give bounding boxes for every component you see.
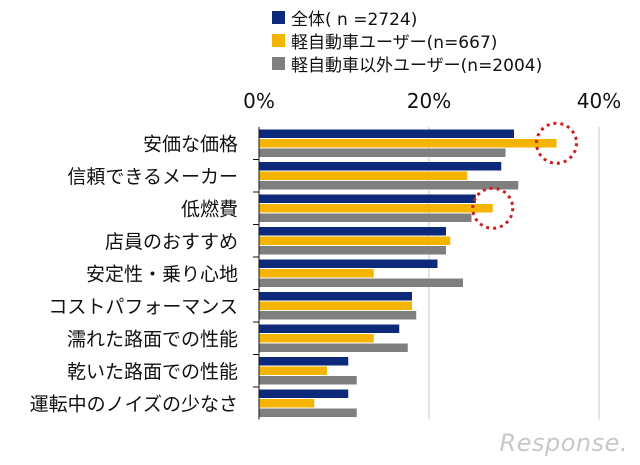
category-label: 濡れた路面での性能 bbox=[67, 328, 238, 350]
legend-swatch-kei bbox=[272, 34, 285, 47]
bar-2-3 bbox=[259, 246, 446, 255]
legend-label-non-kei: 軽自動車以外ユーザー(n=2004) bbox=[291, 56, 543, 76]
legend: 全体( n =2724) 軽自動車ユーザー(n=667) 軽自動車以外ユーザー(… bbox=[272, 6, 543, 76]
legend-swatch-all bbox=[272, 11, 285, 24]
category-label: 低燃費 bbox=[181, 198, 238, 220]
bar-1-8 bbox=[259, 399, 315, 408]
bar-2-0 bbox=[259, 148, 506, 157]
bar-0-1 bbox=[259, 162, 502, 171]
bar-2-1 bbox=[259, 181, 519, 190]
bar-2-7 bbox=[259, 376, 357, 385]
bar-1-0 bbox=[259, 139, 557, 148]
category-label: 運転中のノイズの少なさ bbox=[30, 393, 238, 415]
x-tick-label: 40% bbox=[577, 89, 621, 113]
legend-label-all: 全体( n =2724) bbox=[291, 10, 418, 30]
category-label: 店員のおすすめ bbox=[105, 231, 238, 253]
legend-label-kei: 軽自動車ユーザー(n=667) bbox=[291, 33, 498, 53]
category-label: 乾いた路面での性能 bbox=[67, 361, 238, 383]
bar-2-8 bbox=[259, 408, 357, 417]
watermark: Response. bbox=[499, 429, 628, 457]
bar-0-3 bbox=[259, 227, 446, 236]
bar-1-1 bbox=[259, 171, 468, 180]
legend-item-non-kei: 軽自動車以外ユーザー(n=2004) bbox=[272, 52, 543, 76]
bar-2-4 bbox=[259, 278, 463, 287]
bar-1-3 bbox=[259, 236, 451, 245]
bar-0-5 bbox=[259, 292, 412, 301]
legend-item-all: 全体( n =2724) bbox=[272, 6, 542, 30]
category-label: 安定性・乗り心地 bbox=[86, 263, 238, 285]
x-tick-label: 20% bbox=[407, 89, 451, 113]
legend-item-kei: 軽自動車ユーザー(n=667) bbox=[272, 29, 542, 53]
bar-1-6 bbox=[259, 334, 374, 343]
highlight-circle-0 bbox=[535, 121, 578, 165]
bar-0-7 bbox=[259, 357, 349, 366]
bar-1-5 bbox=[259, 301, 412, 310]
bar-0-6 bbox=[259, 324, 400, 333]
highlight-circle-1 bbox=[471, 186, 515, 230]
bar-1-4 bbox=[259, 269, 374, 278]
bar-2-5 bbox=[259, 311, 417, 320]
category-label: コストパフォーマンス bbox=[48, 296, 238, 318]
bar-2-6 bbox=[259, 343, 408, 352]
bar-1-7 bbox=[259, 366, 327, 375]
category-label: 信頼できるメーカー bbox=[67, 166, 238, 188]
x-tick-label: 0% bbox=[243, 89, 275, 113]
bar-0-0 bbox=[259, 129, 514, 138]
bar-2-2 bbox=[259, 213, 472, 222]
bar-1-2 bbox=[259, 204, 493, 213]
bar-0-4 bbox=[259, 259, 438, 268]
category-label: 安価な価格 bbox=[143, 133, 238, 155]
legend-swatch-non-kei bbox=[272, 57, 285, 70]
bar-0-2 bbox=[259, 194, 476, 203]
bar-0-8 bbox=[259, 389, 349, 398]
